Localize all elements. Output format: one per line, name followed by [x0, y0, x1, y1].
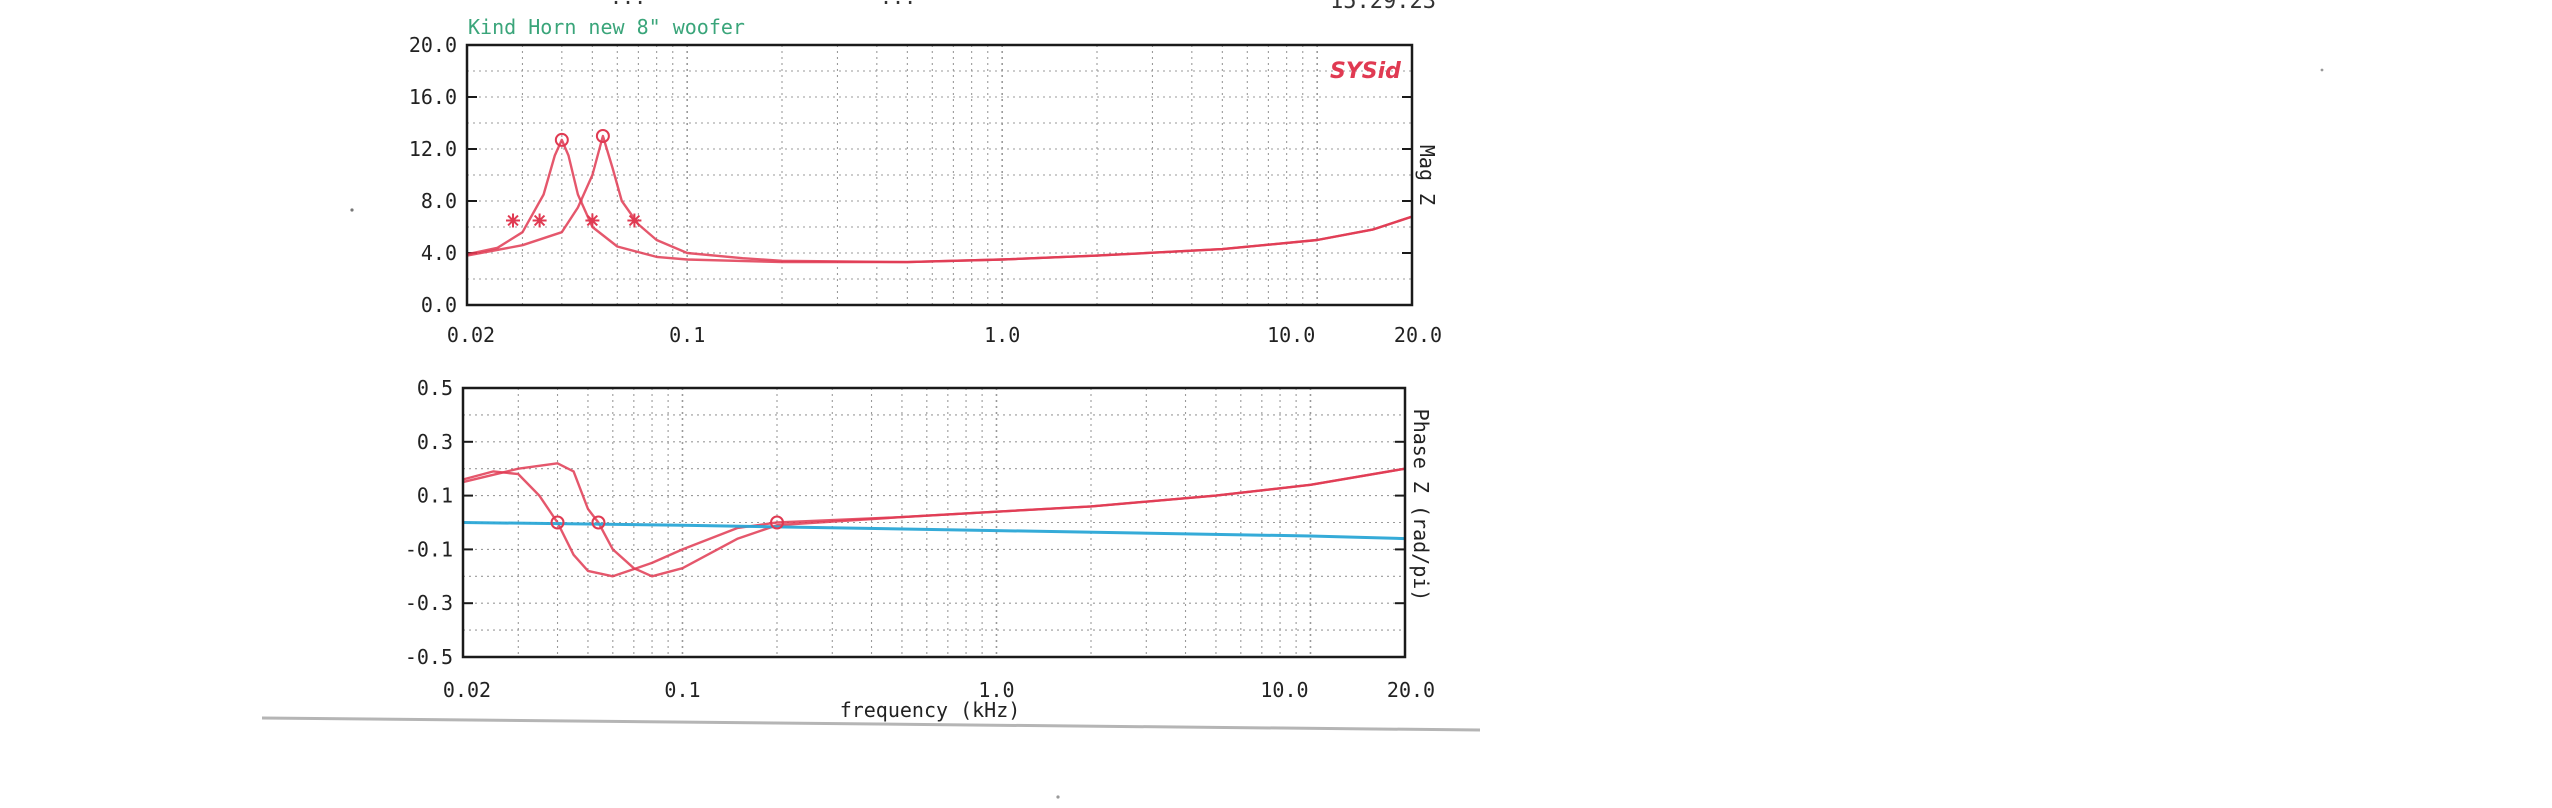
- y-axis-label: Mag Z: [1415, 145, 1439, 205]
- circle-marker: [595, 129, 610, 143]
- y-tick-label: 8.0: [421, 189, 457, 213]
- star-marker: [506, 213, 520, 228]
- scan-edge-line: [261, 716, 1481, 732]
- series-line-2: [466, 134, 1413, 264]
- y-tick-label: 4.0: [421, 241, 457, 265]
- header-partial-mid: ...: [880, 0, 916, 9]
- x-tick-label: 0.1: [669, 323, 705, 347]
- y-tick-label: 0.1: [417, 484, 453, 508]
- y-tick-label: 0.3: [417, 430, 453, 454]
- scan-speck: [1056, 795, 1060, 799]
- y-tick-label: 16.0: [409, 85, 457, 109]
- series-line-3: [462, 521, 1406, 541]
- y-tick-label: 0.0: [421, 293, 457, 317]
- x-axis-label: frequency (kHz): [840, 698, 1021, 722]
- y-tick-label: 0.5: [417, 376, 453, 400]
- plot-area: [467, 45, 1412, 305]
- star-marker: [585, 213, 600, 228]
- y-tick-label: -0.5: [405, 645, 453, 669]
- scan-speck: [2320, 68, 2324, 72]
- header-time: 15:29:23: [1330, 0, 1436, 14]
- x-tick-label: 20.0: [1387, 678, 1435, 702]
- y-tick-label: -0.3: [405, 591, 453, 615]
- circle-marker: [550, 515, 565, 530]
- chart-title: Kind Horn new 8" woofer: [468, 15, 745, 39]
- x-tick-label: 20.0: [1394, 323, 1442, 347]
- plot-frame: [465, 43, 1414, 307]
- circle-marker: [770, 515, 784, 530]
- circle-marker: [554, 132, 569, 147]
- header-partial-left: ...: [610, 0, 646, 9]
- sysid-logo: SYSid: [1330, 59, 1401, 84]
- x-tick-label: 10.0: [1267, 323, 1315, 347]
- y-tick-label: 20.0: [409, 33, 457, 57]
- plot-frame: [461, 386, 1407, 659]
- series-line-2: [462, 462, 1406, 578]
- phase-chart: -0.5 -0.3 -0.1 0.1 0.3 0.5 0.02 0.1 1.0 10.0 20.0 P…: [405, 376, 1435, 722]
- x-tick-label: 0.02: [447, 323, 495, 347]
- x-tick-label: 0.1: [664, 678, 700, 702]
- x-tick-label: 10.0: [1260, 678, 1308, 702]
- circle-marker: [591, 515, 606, 530]
- x-tick-label: 1.0: [984, 323, 1020, 347]
- magnitude-chart: 0.0 4.0 8.0 12.0 16.0 20.0 0.02 0.1 1.0 10.0 20.0 K…: [409, 15, 1442, 347]
- star-marker: [627, 213, 642, 228]
- y-tick-label: -0.1: [405, 537, 453, 561]
- scan-speck: [350, 208, 354, 212]
- y-axis-label: Phase Z (rad/pi): [1409, 409, 1433, 602]
- x-tick-label: 0.02: [443, 678, 491, 702]
- y-tick-label: 12.0: [409, 137, 457, 161]
- star-marker: [532, 213, 547, 228]
- x-tick-label: 1.0: [978, 678, 1014, 702]
